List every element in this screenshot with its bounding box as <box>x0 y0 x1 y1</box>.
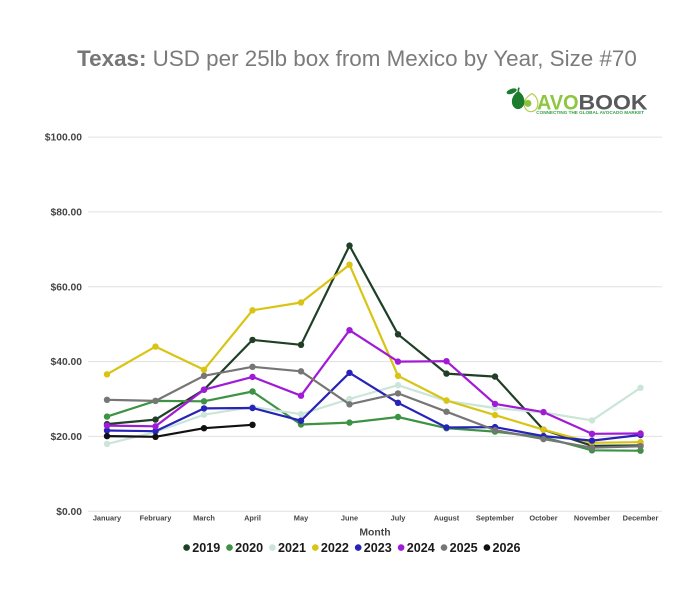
svg-text:May: May <box>294 514 309 523</box>
svg-text:Month: Month <box>359 527 390 538</box>
svg-text:2020: 2020 <box>235 541 263 555</box>
svg-text:$60.00: $60.00 <box>51 282 83 293</box>
svg-text:2026: 2026 <box>493 541 521 555</box>
svg-text:BOOK: BOOK <box>579 91 648 114</box>
svg-text:2022: 2022 <box>321 541 349 555</box>
svg-text:September: September <box>476 514 514 523</box>
svg-text:$80.00: $80.00 <box>51 208 83 219</box>
svg-text:$40.00: $40.00 <box>51 357 83 368</box>
svg-text:2021: 2021 <box>278 541 306 555</box>
svg-text:2019: 2019 <box>192 541 220 555</box>
svg-text:January: January <box>93 514 122 523</box>
svg-text:October: October <box>529 514 557 523</box>
svg-text:August: August <box>434 514 460 523</box>
svg-text:February: February <box>140 514 173 523</box>
svg-text:$20.00: $20.00 <box>51 432 83 443</box>
svg-text:2023: 2023 <box>364 541 392 555</box>
svg-text:$0.00: $0.00 <box>56 507 82 518</box>
svg-text:2025: 2025 <box>450 541 478 555</box>
svg-text:November: November <box>574 514 610 523</box>
svg-text:AVO: AVO <box>537 91 579 114</box>
svg-text:December: December <box>623 514 659 523</box>
svg-text:CONNECTING THE GLOBAL AVOCADO: CONNECTING THE GLOBAL AVOCADO MARKET <box>536 110 644 115</box>
svg-text:2024: 2024 <box>407 541 435 555</box>
svg-text:$100.00: $100.00 <box>45 133 82 144</box>
svg-text:July: July <box>391 514 407 523</box>
svg-text:June: June <box>341 514 358 523</box>
svg-text:March: March <box>193 514 215 523</box>
svg-text:April: April <box>244 514 261 523</box>
